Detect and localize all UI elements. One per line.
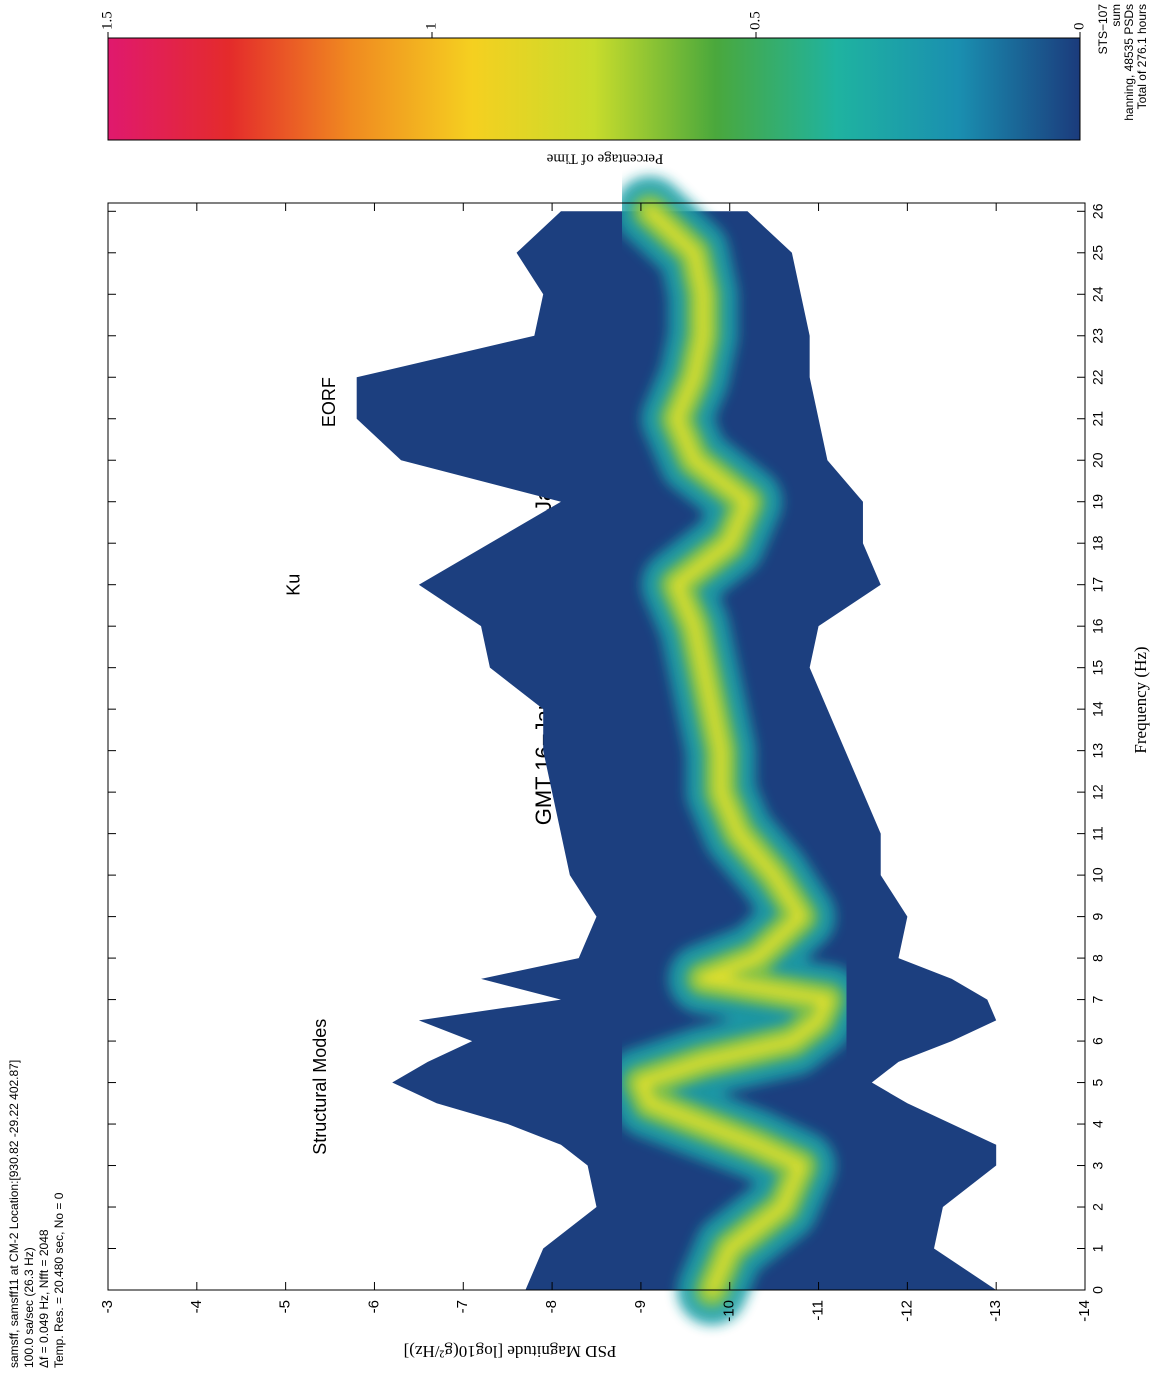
info-text: Temp. Res. = 20.480 sec, No = 0	[52, 1192, 66, 1368]
x-tick-label: 18	[1090, 535, 1106, 551]
x-tick-label: 7	[1090, 995, 1106, 1003]
x-tick-label: 5	[1090, 1078, 1106, 1086]
x-tick-label: 25	[1090, 245, 1106, 261]
x-tick-label: 15	[1090, 660, 1106, 676]
x-tick-label: 26	[1090, 203, 1106, 219]
info-text: Total of 276.1 hours	[1135, 4, 1149, 109]
rotated-chart: GMT 16−Jan−2003 through 31−Jan−2003 Freq…	[7, 4, 1150, 1368]
y-tick-label: -13	[987, 1300, 1004, 1322]
info-text: Δf = 0.049 Hz, Nfft = 2048	[37, 1229, 51, 1368]
colorbar-tick-label: 0	[1071, 23, 1087, 31]
x-tick-label: 16	[1090, 618, 1106, 634]
x-tick-label: 2	[1090, 1203, 1106, 1211]
x-tick-label: 6	[1090, 1037, 1106, 1045]
y-tick-label: -9	[632, 1300, 649, 1313]
info-text: samsff, samsff11 at CM-2 Location:[930.8…	[7, 1060, 21, 1368]
x-tick-label: 23	[1090, 328, 1106, 344]
info-text: sum	[1109, 4, 1123, 27]
x-axis-label: Frequency (Hz)	[1131, 646, 1150, 753]
plot-frame	[107, 202, 1086, 1291]
x-tick-label: 0	[1090, 1286, 1106, 1294]
x-tick-label: 10	[1090, 867, 1106, 883]
colorbar	[107, 37, 1081, 141]
x-tick-label: 21	[1090, 411, 1106, 427]
x-tick-label: 4	[1090, 1120, 1106, 1128]
x-tick-label: 9	[1090, 913, 1106, 921]
y-tick-label: -10	[721, 1300, 738, 1322]
x-tick-label: 14	[1090, 701, 1106, 717]
y-tick-label: -4	[188, 1300, 205, 1313]
y-tick-label: -5	[277, 1300, 294, 1313]
x-tick-label: 3	[1090, 1161, 1106, 1169]
y-tick-label: -11	[810, 1300, 827, 1321]
colorbar-tick-label: 1.5	[99, 11, 115, 30]
x-tick-label: 19	[1090, 494, 1106, 510]
y-tick-label: -8	[543, 1300, 560, 1313]
info-text: 100.0 sa/sec (26.3 Hz)	[22, 1247, 36, 1368]
annotation: EORF	[319, 377, 339, 427]
y-tick-label: -3	[99, 1300, 116, 1313]
colorbar-tick-label: 1	[423, 23, 439, 31]
y-tick-label: -14	[1076, 1300, 1093, 1322]
x-tick-label: 13	[1090, 743, 1106, 759]
colorbar-label: Percentage of Time	[546, 151, 663, 167]
colorbar-tick-label: 0.5	[747, 11, 763, 30]
x-tick-label: 24	[1090, 286, 1106, 302]
x-tick-label: 20	[1090, 452, 1106, 468]
y-axis-label: PSD Magnitude [log10(g²/Hz)]	[404, 1342, 617, 1361]
y-tick-label: -7	[454, 1300, 471, 1313]
y-tick-label: -12	[898, 1300, 915, 1322]
x-tick-label: 17	[1090, 577, 1106, 593]
x-tick-label: 22	[1090, 369, 1106, 385]
info-text: STS−107	[1096, 4, 1110, 55]
x-tick-label: 1	[1090, 1244, 1106, 1252]
x-tick-label: 11	[1090, 826, 1106, 841]
info-text: hanning, 48535 PSDs	[1122, 4, 1136, 121]
annotation: Structural Modes	[310, 1019, 330, 1155]
psd-ridge	[634, 205, 834, 1296]
x-tick-label: 12	[1090, 784, 1106, 800]
y-tick-label: -6	[365, 1300, 382, 1313]
x-tick-label: 8	[1090, 954, 1106, 962]
annotation: Ku	[283, 574, 303, 596]
